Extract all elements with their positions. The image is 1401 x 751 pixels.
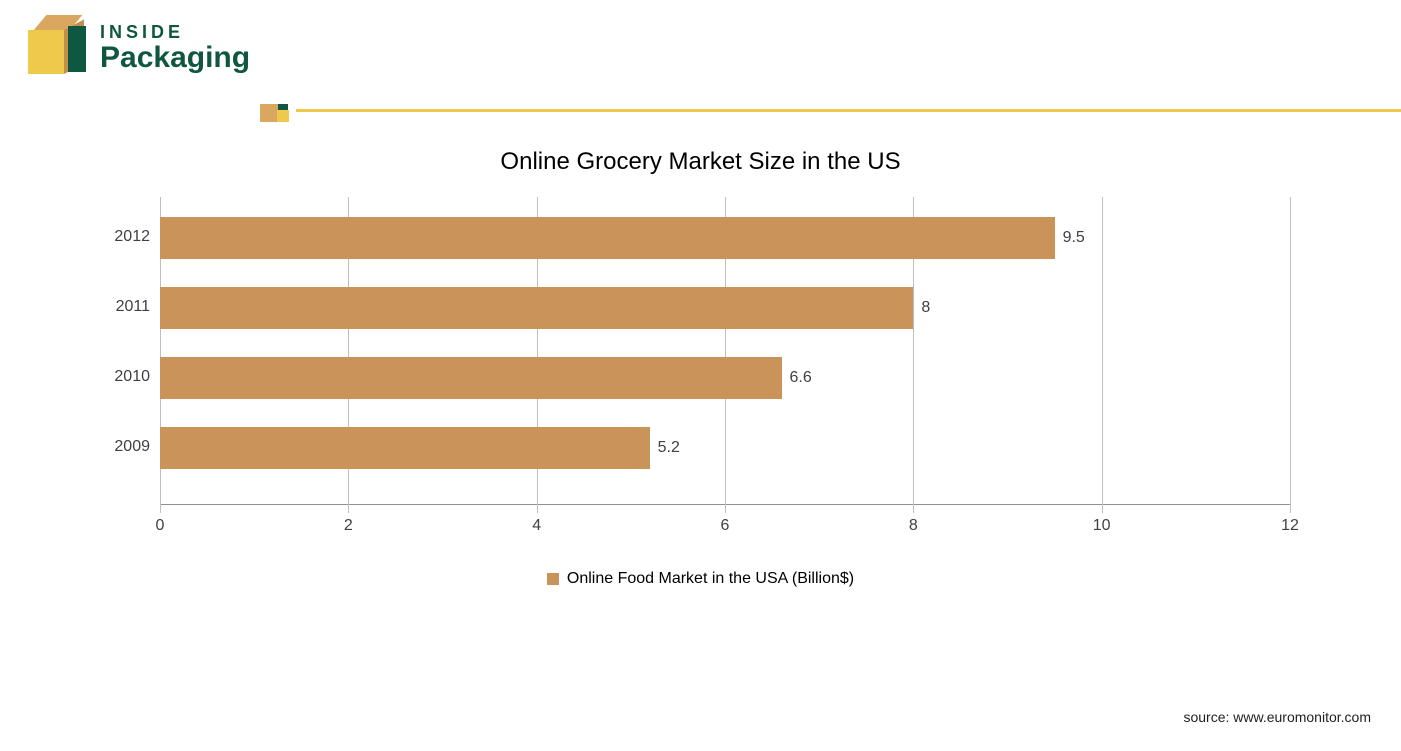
- mini-box-icon: [260, 98, 290, 122]
- y-tick-label: 2010: [90, 368, 150, 386]
- legend-swatch: [547, 573, 559, 585]
- source-label: source: www.euromonitor.com: [1183, 709, 1371, 725]
- gridline: [1102, 197, 1103, 513]
- x-tick-label: 6: [721, 517, 730, 535]
- box-icon: [28, 18, 88, 78]
- x-tick-label: 8: [909, 517, 918, 535]
- x-tick-label: 4: [532, 517, 541, 535]
- bar-value-label: 6.6: [782, 369, 812, 387]
- bar-value-label: 5.2: [650, 439, 680, 457]
- x-tick-label: 10: [1093, 517, 1111, 535]
- brand-logo: INSIDE Packaging: [28, 18, 250, 78]
- bar-chart: 02468101220129.52011820106.620095.2: [160, 205, 1290, 565]
- y-tick-label: 2009: [90, 438, 150, 456]
- gridline: [1290, 197, 1291, 513]
- chart-legend: Online Food Market in the USA (Billion$): [0, 570, 1401, 588]
- bar: [160, 357, 782, 399]
- x-tick-label: 12: [1281, 517, 1299, 535]
- logo-line2: Packaging: [100, 42, 250, 74]
- header-divider: [260, 98, 1401, 122]
- bar-value-label: 8: [913, 299, 930, 317]
- bar-value-label: 9.5: [1055, 229, 1085, 247]
- x-tick-label: 2: [344, 517, 353, 535]
- y-tick-label: 2012: [90, 228, 150, 246]
- bar: [160, 287, 913, 329]
- bar: [160, 217, 1055, 259]
- logo-line1: INSIDE: [100, 23, 250, 42]
- y-tick-label: 2011: [90, 298, 150, 316]
- chart-title: Online Grocery Market Size in the US: [0, 148, 1401, 176]
- bar: [160, 427, 650, 469]
- x-tick-label: 0: [156, 517, 165, 535]
- legend-label: Online Food Market in the USA (Billion$): [567, 570, 854, 588]
